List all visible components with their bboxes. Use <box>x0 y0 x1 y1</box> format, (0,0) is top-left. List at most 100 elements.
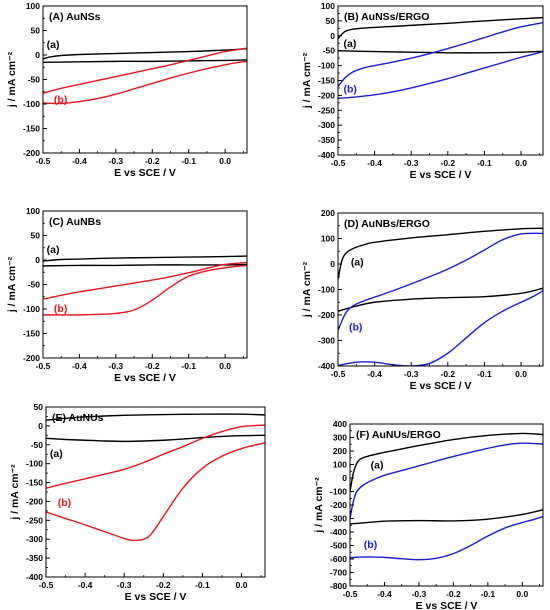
series-a-line <box>338 50 543 54</box>
y-tick-label: -150 <box>318 76 335 86</box>
y-tick-label: 200 <box>333 446 347 456</box>
x-tick-label: -0.4 <box>377 589 392 599</box>
series-a-label: (a) <box>371 460 384 472</box>
panel-e: (a) (b) -0.5 -0.4 -0.3 -0.2 -0.1 0.0 50 0 -50 -100 -… <box>9 402 266 603</box>
x-tick-label: -0.4 <box>72 361 87 371</box>
y-tick-label: 0 <box>35 50 40 60</box>
y-tick-label: 100 <box>26 206 40 216</box>
series-b-line <box>338 50 543 100</box>
y-tick-label: 300 <box>333 433 347 443</box>
y-tick-label: 0 <box>38 421 43 431</box>
panel-b: (a) (b) -0.5 -0.4 -0.3 -0.2 -0.1 0.0 100 50 0 -50 -1… <box>301 1 544 181</box>
series-a-line <box>46 434 265 443</box>
series-b-label: (b) <box>364 539 377 551</box>
series-b-label: (b) <box>349 321 362 333</box>
panel-title: (F) AuNUs/ERGO <box>356 429 441 441</box>
y-tick-label: -100 <box>26 459 43 469</box>
panel-title: (C) AuNBs <box>49 216 101 228</box>
panel-title: (D) AuNBs/ERGO <box>344 218 430 230</box>
x-tick-label: -0.3 <box>412 589 427 599</box>
y-tick-label: -150 <box>23 329 40 339</box>
x-tick-label: -0.2 <box>145 156 160 166</box>
x-tick-label: -0.4 <box>367 369 382 379</box>
y-tick-label: -250 <box>26 515 43 525</box>
y-tick-label: -300 <box>330 514 347 524</box>
x-axis-label: E vs SCE / V <box>410 169 472 181</box>
plot-frame <box>42 5 248 154</box>
series-b-line <box>338 22 543 87</box>
panel-title: (A) AuNSs <box>49 11 101 23</box>
x-tick-label: -0.5 <box>331 369 346 379</box>
y-tick-label: -200 <box>330 500 347 510</box>
series-b-label: (b) <box>58 497 71 509</box>
y-tick-label: -400 <box>318 150 335 160</box>
y-tick-label: 50 <box>34 402 44 412</box>
series-a-line <box>46 413 265 421</box>
x-tick-label: -0.1 <box>195 580 210 590</box>
series-b-label: (b) <box>54 94 67 106</box>
y-tick-label: -300 <box>318 336 335 346</box>
panel-c: (a) (b) -0.5 -0.4 -0.3 -0.2 -0.1 0.0 100 50 0 -50 -1… <box>6 206 248 384</box>
series-a-line <box>43 59 247 64</box>
x-tick-label: 0.0 <box>219 361 231 371</box>
series-b-line <box>43 261 247 300</box>
x-tick-label: -0.2 <box>156 580 171 590</box>
x-axis-label: E vs SCE / V <box>410 380 472 392</box>
y-tick-label: -100 <box>318 285 335 295</box>
x-tick-label: -0.2 <box>446 589 461 599</box>
y-tick-label: -400 <box>26 572 43 582</box>
x-tick-label: -0.2 <box>145 361 160 371</box>
x-tick-label: -0.1 <box>477 369 492 379</box>
y-tick-label: -50 <box>31 440 44 450</box>
y-tick-label: -250 <box>318 105 335 115</box>
x-tick-label: -0.2 <box>440 369 455 379</box>
series-a-label: (a) <box>351 256 364 268</box>
x-tick-label: 0.0 <box>515 158 527 168</box>
x-tick-label: 0.0 <box>236 580 248 590</box>
y-tick-label: 100 <box>321 234 335 244</box>
panel-a: (a) (b) -0.5 -0.4 -0.3 -0.2 -0.1 0.0 100 50 0 -50 -1… <box>6 1 248 179</box>
series-b-line <box>350 515 543 561</box>
y-axis-label: j / mA cm⁻² <box>6 51 18 108</box>
y-tick-label: -150 <box>23 124 40 134</box>
series-b-line <box>350 442 543 519</box>
panel-f: (a) (b) -0.5 -0.4 -0.3 -0.2 -0.1 0.0 400 300 200 10… <box>313 419 544 610</box>
x-tick-label: -0.1 <box>477 158 492 168</box>
x-tick-label: -0.4 <box>367 158 382 168</box>
x-tick-label: 0.0 <box>515 369 527 379</box>
x-tick-label: -0.2 <box>440 158 455 168</box>
y-tick-label: -100 <box>23 99 40 109</box>
y-axis-label: j / mA cm⁻² <box>9 464 21 521</box>
series-a-line <box>350 432 543 492</box>
y-tick-label: 0 <box>342 473 347 483</box>
series-b-line <box>43 264 247 316</box>
y-tick-label: -50 <box>323 46 336 56</box>
series-a-line <box>338 16 543 40</box>
plot-frame <box>45 406 266 578</box>
series-b-label: (b) <box>54 303 67 315</box>
y-tick-label: 0 <box>35 255 40 265</box>
panel-d: (a) (b) -0.5 -0.4 -0.3 -0.2 -0.1 0.0 200 100 0 -100… <box>301 208 544 392</box>
plot-frame <box>42 210 248 359</box>
y-axis-label: j / mA cm⁻² <box>313 477 325 534</box>
plot-frame <box>349 423 544 587</box>
y-tick-label: 100 <box>333 460 347 470</box>
y-tick-label: -300 <box>318 120 335 130</box>
y-tick-label: -150 <box>26 478 43 488</box>
x-tick-label: -0.4 <box>78 580 93 590</box>
series-b-line <box>46 442 265 542</box>
y-tick-label: 50 <box>31 26 41 36</box>
y-tick-label: -100 <box>318 61 335 71</box>
y-tick-label: -300 <box>26 534 43 544</box>
y-tick-label: -400 <box>330 527 347 537</box>
x-axis-label: E vs SCE / V <box>114 372 176 384</box>
y-tick-label: 100 <box>321 1 335 11</box>
y-tick-label: -700 <box>330 568 347 578</box>
y-tick-label: -50 <box>28 280 41 290</box>
y-tick-label: 50 <box>326 16 336 26</box>
x-tick-label: 0.0 <box>516 589 528 599</box>
x-tick-label: -0.5 <box>39 580 54 590</box>
x-tick-label: -0.3 <box>404 369 419 379</box>
y-tick-label: 100 <box>26 1 40 11</box>
